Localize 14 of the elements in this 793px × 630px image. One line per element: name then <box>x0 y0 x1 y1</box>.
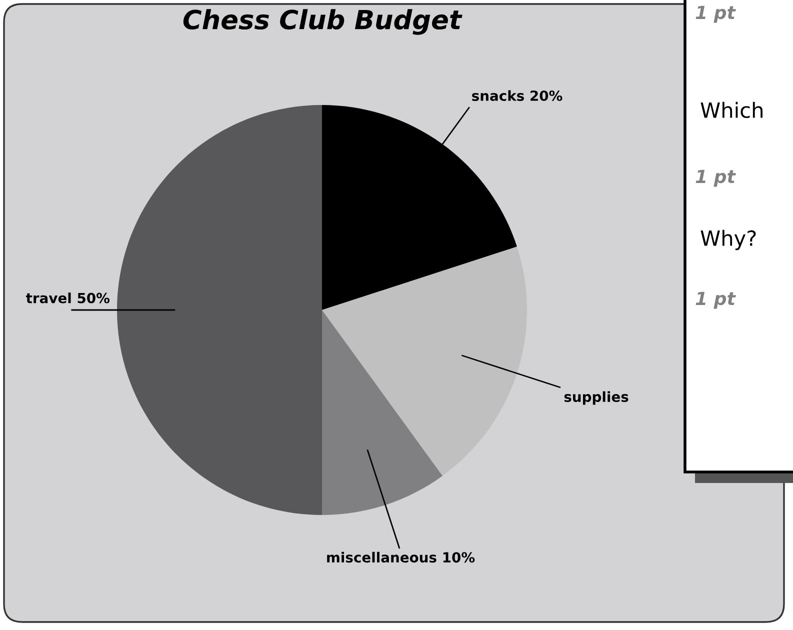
text: Which <box>700 102 762 118</box>
slice-label: travel 50% <box>26 292 110 304</box>
text: 1 pt <box>696 292 736 309</box>
chart-title: Chess Club Budget <box>183 9 462 35</box>
text: 1 pt <box>696 170 736 187</box>
text: 1 pt <box>696 6 736 23</box>
slice-label: snacks 20% <box>472 90 562 101</box>
slice-label: supplies <box>564 391 628 405</box>
pie-slice <box>322 105 517 310</box>
pie-slice <box>322 310 442 515</box>
pie-slice <box>117 105 322 515</box>
text: Why? <box>700 230 756 250</box>
pie-slice <box>322 246 527 476</box>
slice-label: miscellaneous 10% <box>327 552 475 563</box>
